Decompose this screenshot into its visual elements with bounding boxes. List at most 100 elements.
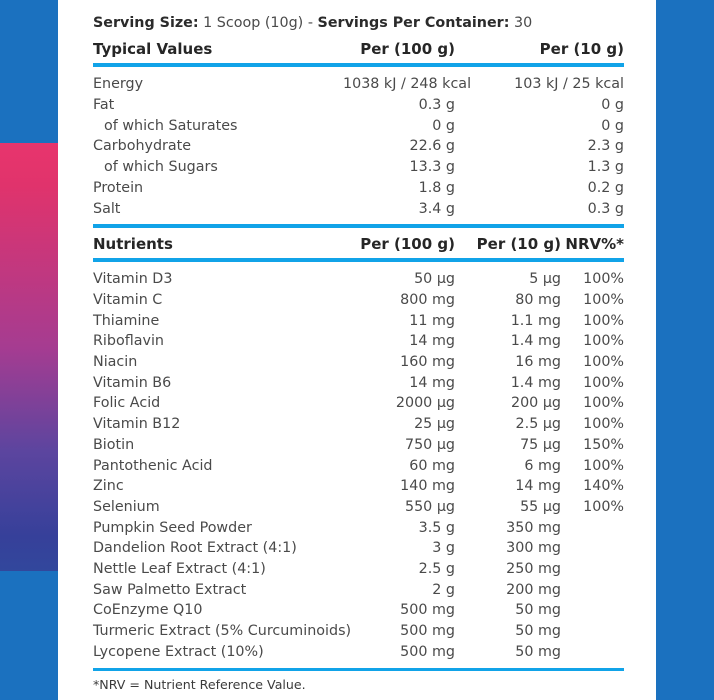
row-per-10g: 50 mg bbox=[515, 602, 561, 619]
typical-values-header-per10: Per (10 g) bbox=[539, 40, 624, 59]
table-row: CoEnzyme Q10 500 mg 50 mg bbox=[93, 600, 624, 621]
accent-rule-typical-top bbox=[93, 63, 624, 68]
row-per-100g: 22.6 g bbox=[409, 138, 455, 155]
row-nrv-percent: 100% bbox=[583, 333, 624, 350]
row-per-100g: 160 mg bbox=[400, 354, 455, 371]
row-per-10g: 250 mg bbox=[506, 561, 561, 578]
row-per-10g: 300 mg bbox=[506, 540, 561, 557]
row-per-100g: 0 g bbox=[432, 117, 455, 134]
row-nrv-percent: 100% bbox=[583, 416, 624, 433]
row-label: Thiamine bbox=[93, 312, 160, 329]
row-per-10g: 80 mg bbox=[515, 291, 561, 308]
nutrients-top-rule-row bbox=[93, 258, 624, 263]
row-nrv-percent: 140% bbox=[583, 478, 624, 495]
row-nrv-percent bbox=[561, 559, 624, 580]
row-per-100g: 50 µg bbox=[414, 271, 455, 288]
row-per-100g: 3 g bbox=[432, 540, 455, 557]
table-row: Saw Palmetto Extract 2 g 200 mg bbox=[93, 580, 624, 601]
row-nrv-percent bbox=[561, 600, 624, 621]
table-row: Lycopene Extract (10%) 500 mg 50 mg bbox=[93, 642, 624, 663]
accent-rule-nutrients-top bbox=[93, 258, 624, 263]
table-row: Vitamin D3 50 µg 5 µg 100% bbox=[93, 269, 624, 290]
table-row: Folic Acid 2000 µg 200 µg 100% bbox=[93, 393, 624, 414]
table-row: of which Saturates 0 g 0 g bbox=[93, 116, 624, 137]
row-label: CoEnzyme Q10 bbox=[93, 602, 203, 619]
table-row: Carbohydrate 22.6 g 2.3 g bbox=[93, 136, 624, 157]
row-per-10g: 6 mg bbox=[524, 457, 561, 474]
row-label: Pumpkin Seed Powder bbox=[93, 519, 252, 536]
row-nrv-percent: 100% bbox=[583, 271, 624, 288]
row-per-100g: 60 mg bbox=[409, 457, 455, 474]
row-nrv-percent bbox=[561, 518, 624, 539]
table-row: of which Sugars 13.3 g 1.3 g bbox=[93, 157, 624, 178]
row-label: Salt bbox=[93, 200, 121, 217]
flavour-band: MIXED BERRY NATURAL FLAVOUR† bbox=[0, 143, 58, 571]
table-row: Pumpkin Seed Powder 3.5 g 350 mg bbox=[93, 518, 624, 539]
row-nrv-percent bbox=[561, 642, 624, 663]
row-nrv-percent: 100% bbox=[583, 498, 624, 515]
row-per-10g: 14 mg bbox=[515, 478, 561, 495]
row-per-10g: 16 mg bbox=[515, 354, 561, 371]
row-per-10g: 1.4 mg bbox=[510, 333, 561, 350]
row-label: Vitamin B6 bbox=[93, 374, 172, 391]
row-nrv-percent: 100% bbox=[583, 291, 624, 308]
serving-info-line: Serving Size: 1 Scoop (10g) - Servings P… bbox=[93, 14, 624, 33]
row-per-10g: 1.1 mg bbox=[510, 312, 561, 329]
row-nrv-percent bbox=[561, 538, 624, 559]
row-nrv-percent bbox=[561, 580, 624, 601]
row-label: Turmeric Extract (5% Curcuminoids) bbox=[93, 623, 352, 640]
typical-values-body: Energy 1038 kJ / 248 kcal 103 kJ / 25 kcal… bbox=[93, 74, 624, 219]
row-per-10g: 350 mg bbox=[506, 519, 561, 536]
typical-values-bottom-rule-row bbox=[93, 224, 624, 229]
row-nrv-percent: 100% bbox=[583, 354, 624, 371]
nutrition-panel: Serving Size: 1 Scoop (10g) - Servings P… bbox=[93, 0, 624, 700]
row-per-100g: 2 g bbox=[432, 581, 455, 598]
table-row: Niacin 160 mg 16 mg 100% bbox=[93, 352, 624, 373]
row-per-100g: 0.3 g bbox=[418, 97, 455, 113]
row-per-10g: 55 µg bbox=[520, 498, 561, 515]
row-label: Riboflavin bbox=[93, 333, 164, 350]
table-row: Vitamin B6 14 mg 1.4 mg 100% bbox=[93, 373, 624, 394]
nutrients-body: Vitamin D3 50 µg 5 µg 100% Vitamin C 800 mg 80… bbox=[93, 269, 624, 662]
table-row: Thiamine 11 mg 1.1 mg 100% bbox=[93, 311, 624, 332]
typical-values-header-name: Typical Values bbox=[93, 40, 213, 59]
row-per-10g: 0 g bbox=[601, 117, 624, 134]
nutrients-header-per100: Per (100 g) bbox=[360, 235, 455, 254]
table-row: Fat 0.3 g 0 g bbox=[93, 95, 624, 116]
row-per-10g: 200 mg bbox=[506, 581, 561, 598]
row-label: Nettle Leaf Extract (4:1) bbox=[93, 561, 266, 578]
servings-per-container-label: Servings Per Container: bbox=[317, 15, 510, 31]
table-row: Salt 3.4 g 0.3 g bbox=[93, 199, 624, 220]
row-label: Zinc bbox=[93, 478, 124, 495]
table-row: Nettle Leaf Extract (4:1) 2.5 g 250 mg bbox=[93, 559, 624, 580]
row-label: Lycopene Extract (10%) bbox=[93, 643, 264, 660]
row-per-100g: 14 mg bbox=[409, 374, 455, 391]
row-per-100g: 800 mg bbox=[400, 291, 455, 308]
row-per-10g: 50 mg bbox=[515, 643, 561, 660]
row-nrv-percent: 100% bbox=[583, 312, 624, 329]
row-label: of which Sugars bbox=[104, 159, 218, 176]
nutrients-spacer-top bbox=[93, 262, 624, 269]
row-per-10g: 103 kJ / 25 kcal bbox=[514, 76, 624, 93]
row-per-10g: 200 µg bbox=[510, 395, 561, 412]
row-per-10g: 2.5 µg bbox=[515, 416, 561, 433]
row-per-100g: 3.4 g bbox=[418, 200, 455, 217]
row-per-10g: 1.3 g bbox=[587, 159, 624, 176]
right-edge-bar bbox=[656, 0, 714, 700]
row-label: Selenium bbox=[93, 498, 160, 515]
row-label: Protein bbox=[93, 179, 144, 196]
typical-values-spacer-top bbox=[93, 67, 624, 74]
row-per-100g: 11 mg bbox=[409, 312, 455, 329]
table-row: Pantothenic Acid 60 mg 6 mg 100% bbox=[93, 456, 624, 477]
row-per-100g: 2000 µg bbox=[395, 395, 455, 412]
nrv-footnote: *NRV = Nutrient Reference Value. bbox=[93, 676, 306, 692]
row-nrv-percent: 100% bbox=[583, 457, 624, 474]
typical-values-header-per100: Per (100 g) bbox=[360, 40, 455, 59]
nutrients-table: Nutrients Per (100 g) Per (10 g) NRV%* V… bbox=[93, 235, 624, 671]
row-label: Vitamin B12 bbox=[93, 416, 181, 433]
row-per-10g: 0 g bbox=[601, 97, 624, 113]
table-row: Vitamin C 800 mg 80 mg 100% bbox=[93, 290, 624, 311]
row-label: Pantothenic Acid bbox=[93, 457, 213, 474]
nutrients-header-nrv: NRV%* bbox=[565, 235, 624, 254]
row-per-100g: 500 mg bbox=[400, 623, 455, 640]
